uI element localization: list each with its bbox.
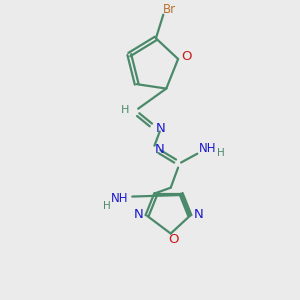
Text: Br: Br: [163, 3, 176, 16]
Text: N: N: [193, 208, 203, 220]
Text: O: O: [181, 50, 191, 63]
Text: NH: NH: [199, 142, 216, 155]
Text: N: N: [134, 208, 144, 220]
Text: H: H: [103, 201, 110, 211]
Text: N: N: [154, 143, 164, 156]
Text: O: O: [168, 233, 178, 246]
Text: H: H: [121, 105, 130, 115]
Text: NH: NH: [111, 192, 128, 206]
Text: N: N: [156, 122, 166, 135]
Text: H: H: [217, 148, 225, 158]
